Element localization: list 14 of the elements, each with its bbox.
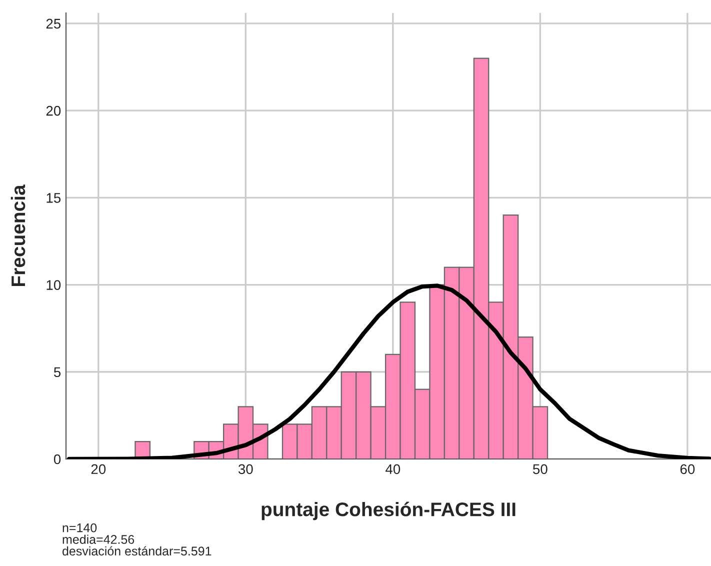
x-tick-label: 60 — [680, 464, 695, 474]
x-tick-label: 50 — [533, 464, 548, 474]
y-tick-label: 15 — [46, 193, 61, 203]
y-axis-title: Frecuencia — [10, 184, 26, 286]
y-tick-label: 10 — [46, 280, 61, 290]
text: n=140 media=42.56 desviación estándar=5.591 — [62, 523, 212, 556]
x-tick-label: 30 — [238, 464, 253, 474]
y-tick-label: 0 — [54, 454, 61, 464]
x-tick-label: 20 — [91, 464, 106, 474]
y-tick-label: 20 — [46, 106, 61, 116]
x-tick-label: 40 — [386, 464, 400, 474]
y-tick-label: 25 — [46, 18, 61, 29]
x-axis-title: puntaje Cohesión-FACES III — [262, 502, 516, 520]
y-tick-label: 5 — [54, 367, 61, 378]
